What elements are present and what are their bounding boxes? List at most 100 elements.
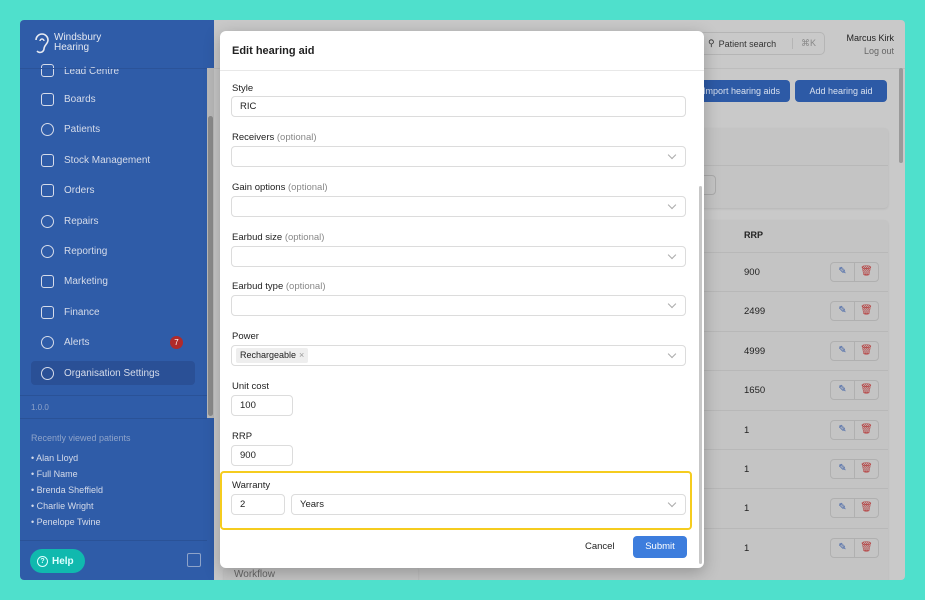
row-actions: ✎ 🗑: [830, 498, 879, 518]
earbud-type-label: Earbud type (optional): [232, 281, 326, 292]
submit-button[interactable]: Submit: [633, 536, 687, 558]
help-label: Help: [52, 555, 74, 567]
clipboard-icon: [41, 153, 54, 167]
recent-patient[interactable]: • Alan Lloyd: [31, 453, 79, 463]
warranty-value-input[interactable]: 2: [231, 494, 285, 515]
warranty-unit-select[interactable]: Years: [291, 494, 686, 515]
row-actions: ✎ 🗑: [830, 262, 879, 282]
rrp-cell: 4999: [744, 346, 766, 357]
delete-trash-icon[interactable]: 🗑: [854, 539, 878, 557]
add-hearing-aid-button[interactable]: Add hearing aid: [795, 80, 887, 102]
app-version: 1.0.0: [31, 403, 49, 412]
edit-hearing-aid-dialog: Edit hearing aid Style RIC Receivers (op…: [220, 31, 704, 568]
sidebar-item-marketing[interactable]: Marketing: [31, 269, 195, 293]
delete-trash-icon[interactable]: 🗑: [854, 302, 878, 320]
ear-icon: [35, 33, 49, 54]
nav-label: Organisation Settings: [64, 367, 160, 379]
import-label: Import hearing aids: [702, 86, 780, 96]
help-button[interactable]: ? Help: [30, 549, 85, 573]
delete-trash-icon[interactable]: 🗑: [854, 381, 878, 399]
dialog-scrollbar[interactable]: [699, 186, 702, 564]
edit-pencil-icon[interactable]: ✎: [838, 345, 847, 356]
recent-patient[interactable]: • Full Name: [31, 469, 78, 479]
sidebar-item-orders[interactable]: Orders: [31, 178, 195, 202]
gain-options-select[interactable]: [231, 196, 686, 217]
nav-label: Marketing: [64, 275, 108, 287]
edit-pencil-icon[interactable]: ✎: [838, 424, 847, 435]
row-actions: ✎ 🗑: [830, 420, 879, 440]
earbud-type-select[interactable]: [231, 295, 686, 316]
sidebar-item-stock-management[interactable]: Stock Management: [31, 148, 195, 172]
lead-icon: [41, 64, 54, 77]
receivers-label: Receivers (optional): [232, 132, 317, 143]
cancel-button[interactable]: Cancel: [585, 541, 615, 552]
style-label: Style: [232, 83, 254, 94]
alerts-badge: 7: [170, 335, 183, 349]
delete-trash-icon[interactable]: 🗑: [854, 499, 878, 517]
sidebar-scrollbar[interactable]: [207, 68, 214, 418]
rrp-cell: 900: [744, 267, 760, 278]
earbud-size-label: Earbud size (optional): [232, 232, 325, 243]
rrp-cell: 1: [744, 543, 750, 554]
recent-patient[interactable]: • Brenda Sheffield: [31, 485, 104, 495]
rrp-input[interactable]: 900: [231, 445, 293, 466]
nav-label: Finance: [64, 306, 100, 318]
bag-icon: [41, 183, 54, 197]
earbud-size-select[interactable]: [231, 246, 686, 267]
row-actions: ✎ 🗑: [830, 341, 879, 361]
sidebar-item-boards[interactable]: Boards: [31, 87, 195, 111]
mail-icon: [41, 274, 54, 288]
rrp-cell: 1650: [744, 385, 766, 396]
rrp-cell: 1: [744, 464, 750, 475]
delete-trash-icon[interactable]: 🗑: [854, 421, 878, 439]
recent-patient[interactable]: • Charlie Wright: [31, 501, 94, 511]
main-scrollbar[interactable]: [898, 68, 905, 580]
row-actions: ✎ 🗑: [830, 459, 879, 479]
power-select[interactable]: Rechargeable ×: [231, 345, 686, 366]
remove-chip-icon[interactable]: ×: [299, 350, 305, 360]
sidebar-item-organisation-settings[interactable]: Organisation Settings: [31, 361, 195, 385]
delete-trash-icon[interactable]: 🗑: [854, 460, 878, 478]
brand-line2: Hearing: [54, 42, 90, 53]
recent-patient[interactable]: • Penelope Twine: [31, 517, 101, 527]
bell-icon: [41, 335, 54, 349]
delete-trash-icon[interactable]: 🗑: [854, 342, 878, 360]
edit-pencil-icon[interactable]: ✎: [838, 384, 847, 395]
edit-pencil-icon[interactable]: ✎: [838, 266, 847, 277]
nav-label: Reporting: [64, 245, 108, 257]
wrench-icon: [41, 214, 54, 228]
style-input[interactable]: RIC: [231, 96, 686, 117]
sidebar-item-patients[interactable]: Patients: [31, 117, 195, 141]
user-menu: Marcus Kirk Log out: [846, 32, 894, 58]
edit-pencil-icon[interactable]: ✎: [838, 305, 847, 316]
gear-icon: [41, 366, 54, 380]
patient-search-button[interactable]: ⚲ Patient search ⌘K: [699, 32, 825, 55]
collapse-sidebar-icon[interactable]: [187, 553, 201, 567]
logo[interactable]: Windsbury Hearing: [32, 30, 101, 56]
app-window: Windsbury Hearing Lead Centre Boards Pati…: [20, 20, 905, 580]
sidebar-item-finance[interactable]: Finance: [31, 300, 195, 324]
logout-link[interactable]: Log out: [863, 46, 894, 56]
unit-cost-input[interactable]: 100: [231, 395, 293, 416]
sidebar-item-repairs[interactable]: Repairs: [31, 209, 195, 233]
nav-label: Patients: [64, 123, 101, 135]
recent-patients-title: Recently viewed patients: [31, 433, 131, 443]
column-header-rrp: RRP: [744, 230, 764, 240]
sidebar-item-reporting[interactable]: Reporting: [31, 239, 195, 263]
pie-chart-icon: [41, 244, 54, 258]
delete-trash-icon[interactable]: 🗑: [854, 263, 878, 281]
receivers-select[interactable]: [231, 146, 686, 167]
row-actions: ✎ 🗑: [830, 538, 879, 558]
edit-pencil-icon[interactable]: ✎: [838, 463, 847, 474]
edit-pencil-icon[interactable]: ✎: [838, 542, 847, 553]
user-name: Marcus Kirk: [846, 33, 894, 43]
search-label: Patient search: [718, 38, 777, 49]
row-actions: ✎ 🗑: [830, 301, 879, 321]
edit-pencil-icon[interactable]: ✎: [838, 502, 847, 513]
power-chip: Rechargeable ×: [236, 348, 309, 363]
sidebar-item-alerts[interactable]: Alerts 7: [31, 330, 195, 354]
workflow-label: Workflow: [234, 569, 275, 580]
rrp-label: RRP: [232, 431, 253, 442]
question-icon: ?: [37, 555, 48, 567]
sidebar-item-lead-centre[interactable]: Lead Centre: [31, 57, 195, 77]
